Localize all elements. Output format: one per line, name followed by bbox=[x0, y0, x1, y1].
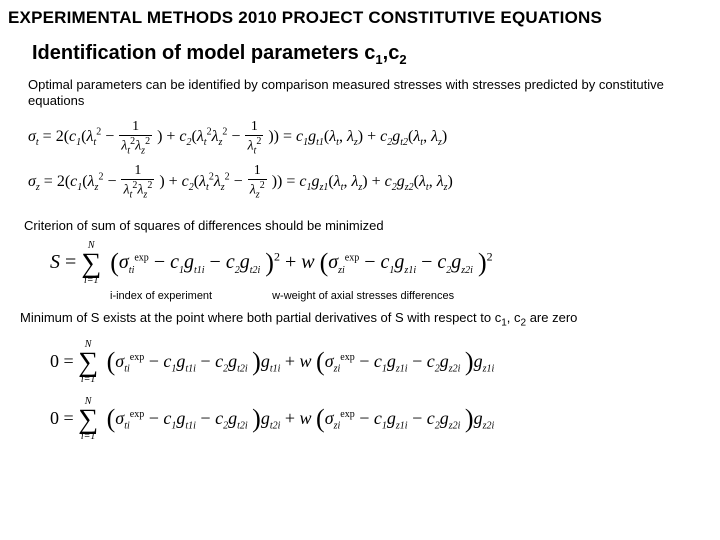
equation-criterion: S = N∑i=1 (σtiexp − c1gt1i − c2gt2i )2 +… bbox=[0, 239, 720, 288]
equation-derivative-1: 0 = N∑i=1 (σtiexp − c1gt1i − c2gt2i )gt1… bbox=[0, 334, 720, 387]
paragraph-3: Minimum of S exists at the point where b… bbox=[0, 304, 720, 334]
p3-text-c: are zero bbox=[526, 310, 577, 325]
slide-header: EXPERIMENTAL METHODS 2010 PROJECT CONSTI… bbox=[0, 0, 720, 32]
subtitle-text-2: ,c bbox=[383, 42, 400, 64]
paragraph-1: Optimal parameters can be identified by … bbox=[0, 73, 720, 116]
equation-sigma-z: σz = 2(c1(λz2 − 1λt2λz2 ) + c2(λt2λz2 − … bbox=[0, 160, 720, 204]
p3-text-a: Minimum of S exists at the point where b… bbox=[20, 310, 501, 325]
paragraph-2: Criterion of sum of squares of differenc… bbox=[0, 204, 720, 238]
caption-w: w-weight of axial stresses differences bbox=[272, 288, 454, 304]
slide-subtitle: Identification of model parameters c1,c2 bbox=[0, 32, 720, 73]
equation-derivative-2: 0 = N∑i=1 (σtiexp − c1gt1i − c2gt2i )gt2… bbox=[0, 387, 720, 444]
subtitle-sub-1: 1 bbox=[375, 52, 382, 67]
p3-text-b: , c bbox=[507, 310, 521, 325]
caption-row: i-index of experiment w-weight of axial … bbox=[0, 288, 720, 304]
subtitle-text-1: Identification of model parameters c bbox=[32, 42, 375, 64]
equation-sigma-t: σt = 2(c1(λt2 − 1λt2λz2 ) + c2(λt2λz2 − … bbox=[0, 116, 720, 160]
caption-i: i-index of experiment bbox=[110, 288, 212, 304]
subtitle-sub-2: 2 bbox=[399, 52, 406, 67]
